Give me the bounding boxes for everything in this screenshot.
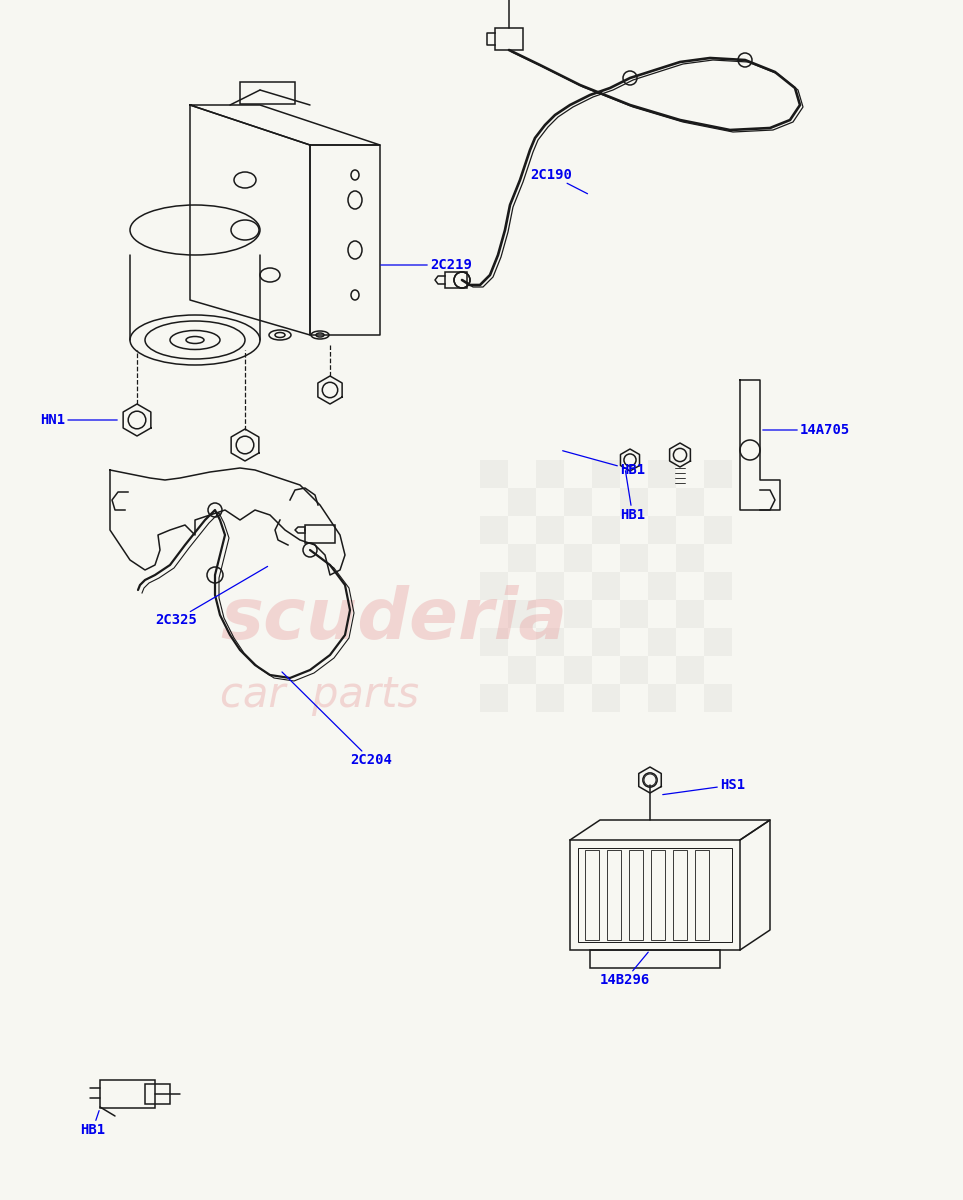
Text: 2C190: 2C190 [530, 168, 587, 193]
Bar [445, 272, 467, 288]
Bar [240, 82, 295, 104]
Bar [508, 544, 536, 572]
Bar [564, 544, 592, 572]
Bar [508, 600, 536, 628]
Bar [676, 488, 704, 516]
Bar [673, 850, 687, 940]
Bar [564, 656, 592, 684]
Bar [508, 656, 536, 684]
Text: 2C204: 2C204 [282, 672, 392, 767]
Bar [536, 460, 564, 488]
Bar [145, 1084, 170, 1104]
Bar [592, 460, 620, 488]
Bar [704, 684, 732, 712]
Text: HB1: HB1 [80, 1111, 105, 1138]
Bar [676, 544, 704, 572]
Text: 14B296: 14B296 [600, 952, 650, 986]
Text: scuderia: scuderia [220, 586, 567, 654]
Bar [620, 656, 648, 684]
Bar [620, 600, 648, 628]
Bar [629, 850, 643, 940]
Bar [620, 488, 648, 516]
Bar [592, 572, 620, 600]
Bar [695, 850, 709, 940]
Bar [570, 840, 740, 950]
Bar [480, 460, 508, 488]
Bar [620, 544, 648, 572]
Bar [704, 516, 732, 544]
Text: HS1: HS1 [663, 778, 745, 794]
Bar [536, 572, 564, 600]
Bar [592, 628, 620, 656]
Bar [585, 850, 599, 940]
Bar [305, 526, 335, 542]
Bar [480, 516, 508, 544]
Bar [480, 628, 508, 656]
Bar [648, 460, 676, 488]
Bar [676, 656, 704, 684]
Text: HN1: HN1 [40, 413, 117, 427]
Bar [704, 460, 732, 488]
Bar [564, 600, 592, 628]
Bar [648, 516, 676, 544]
Bar [592, 684, 620, 712]
Bar [607, 850, 621, 940]
Text: HB1: HB1 [620, 470, 645, 522]
Bar [651, 850, 665, 940]
Bar [648, 628, 676, 656]
Bar [536, 516, 564, 544]
Bar [536, 628, 564, 656]
Bar [564, 488, 592, 516]
Bar [578, 848, 732, 942]
Text: HB1: HB1 [562, 451, 645, 476]
Bar [536, 684, 564, 712]
Text: car  parts: car parts [220, 674, 419, 716]
Bar [704, 628, 732, 656]
Bar [648, 684, 676, 712]
Bar [676, 600, 704, 628]
Bar [704, 572, 732, 600]
Bar [590, 950, 720, 968]
Text: 14A705: 14A705 [763, 422, 850, 437]
Bar [480, 572, 508, 600]
Bar [100, 1080, 155, 1108]
Text: 2C219: 2C219 [380, 258, 472, 272]
Bar [480, 684, 508, 712]
Bar [648, 572, 676, 600]
Bar [508, 488, 536, 516]
Text: 2C325: 2C325 [155, 566, 268, 626]
Bar [495, 28, 523, 50]
Bar [592, 516, 620, 544]
